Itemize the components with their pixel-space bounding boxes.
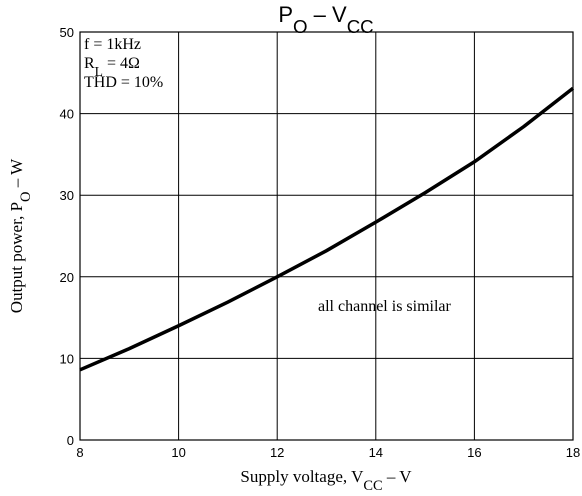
text-part: – V xyxy=(383,467,413,486)
x-tick-label: 18 xyxy=(566,445,580,460)
text-part: Supply voltage, V xyxy=(240,467,364,486)
subscript: L xyxy=(95,64,103,79)
x-tick-label: 12 xyxy=(270,445,284,460)
x-tick-label: 14 xyxy=(369,445,383,460)
y-axis-label: Output power, PO – W xyxy=(7,158,34,313)
subscript: O xyxy=(293,16,308,37)
y-tick-label: 30 xyxy=(60,188,74,203)
y-tick-label: 10 xyxy=(60,351,74,366)
text-part: THD = 10% xyxy=(84,74,163,91)
chart-title: PO – VCC xyxy=(278,2,373,37)
text-part: Output power, P xyxy=(7,202,26,313)
text-part: – W xyxy=(7,158,26,192)
text-part: R xyxy=(84,55,95,72)
annotation: THD = 10% xyxy=(84,74,163,91)
text-part: = 4Ω xyxy=(103,55,140,72)
y-tick-label: 20 xyxy=(60,270,74,285)
annotation: f = 1kHz xyxy=(84,36,141,53)
text-part: f = 1kHz xyxy=(84,36,141,53)
y-tick-label: 40 xyxy=(60,107,74,122)
y-tick-label: 0 xyxy=(67,433,74,448)
series-line xyxy=(79,86,575,372)
x-axis-label: Supply voltage, VCC – V xyxy=(240,467,412,494)
subscript: CC xyxy=(347,16,374,37)
x-tick-label: 16 xyxy=(467,445,481,460)
annotation: RL = 4Ω xyxy=(84,55,140,79)
text-part: – V xyxy=(308,2,347,27)
note: all channel is similar xyxy=(318,298,452,315)
plot-frame xyxy=(79,31,574,441)
x-tick-label: 8 xyxy=(76,445,83,460)
subscript: O xyxy=(18,192,34,202)
subscript: CC xyxy=(363,478,382,494)
text-part: P xyxy=(278,2,293,27)
x-tick-label: 10 xyxy=(171,445,185,460)
y-tick-label: 50 xyxy=(60,25,74,40)
